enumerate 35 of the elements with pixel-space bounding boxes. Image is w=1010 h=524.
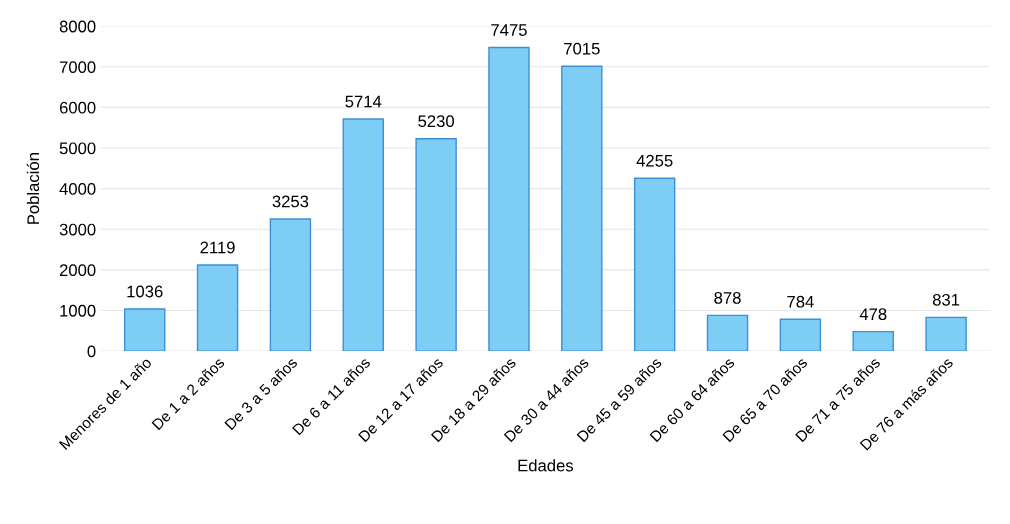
y-tick-label: 1000 (60, 304, 96, 317)
data-label: 5230 (418, 115, 455, 128)
bar (561, 65, 603, 352)
data-label: 7015 (564, 42, 600, 55)
y-axis-title: Población (26, 153, 40, 224)
data-label: 7475 (491, 24, 527, 36)
data-label: 784 (787, 295, 814, 308)
bar (415, 137, 457, 352)
data-label: 4255 (636, 154, 673, 167)
data-label: 5714 (345, 95, 382, 108)
data-label: 2119 (200, 241, 235, 254)
bar (925, 316, 967, 352)
bar (488, 46, 530, 352)
bar (123, 308, 166, 352)
y-tick-label: 2000 (59, 264, 96, 277)
bar (852, 330, 894, 352)
y-tick-label: 5000 (59, 142, 96, 155)
data-label: 878 (714, 291, 741, 304)
data-label: 3253 (272, 195, 309, 208)
y-tick-label: 3000 (59, 223, 96, 236)
bar (633, 177, 676, 352)
data-label: 1036 (127, 285, 163, 298)
data-label: 478 (859, 308, 887, 321)
bar (196, 264, 239, 352)
y-tick-label: 8000 (59, 20, 96, 33)
y-tick-label: 7000 (59, 61, 96, 74)
bar (706, 314, 749, 352)
bar (342, 118, 384, 352)
bar (779, 318, 822, 352)
x-axis-title: Edades (518, 459, 574, 472)
y-tick-label: 0 (87, 345, 96, 358)
y-tick-label: 6000 (59, 101, 96, 114)
y-tick-label: 4000 (59, 183, 96, 195)
bar (269, 218, 312, 352)
data-label: 831 (932, 293, 960, 306)
